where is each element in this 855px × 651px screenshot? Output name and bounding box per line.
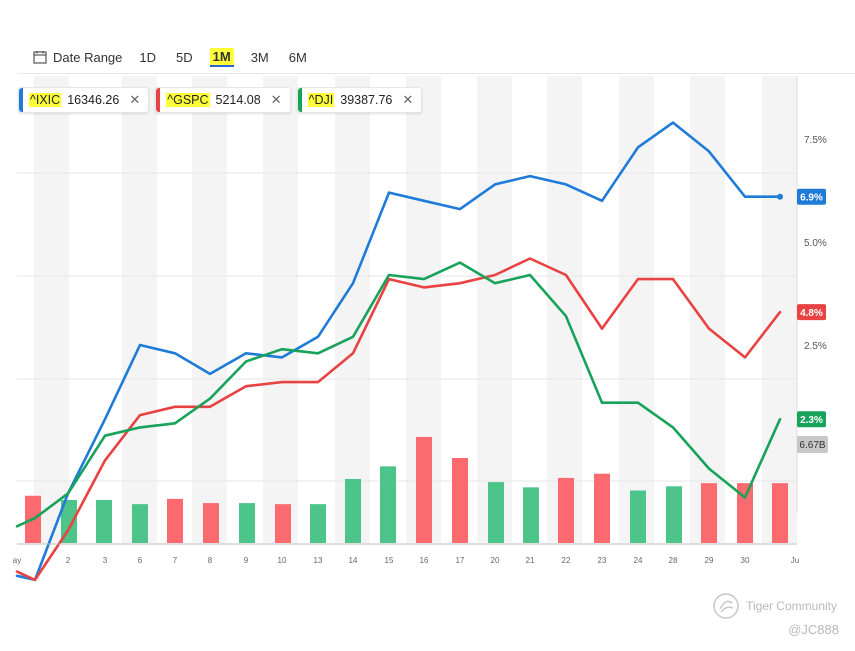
x-tick-label: 14 (349, 556, 358, 565)
x-tick-label: 29 (705, 556, 714, 565)
x-tick-label: 17 (456, 556, 465, 565)
x-tick-label: 16 (420, 556, 429, 565)
volume-bar (523, 487, 539, 543)
volume-bar (132, 504, 148, 543)
volume-bar (239, 503, 255, 543)
volume-bar (772, 483, 788, 543)
legend-symbol: ^DJI (307, 93, 335, 107)
tab-5d[interactable]: 5D (176, 49, 193, 65)
volume-bar (630, 490, 646, 543)
legend-value: 39387.76 (340, 93, 393, 107)
day-band (619, 76, 654, 543)
y-tick-label: 2.5% (804, 341, 827, 352)
volume-bar (167, 498, 183, 543)
end-value-badge (797, 188, 826, 205)
day-band (34, 76, 69, 543)
x-tick-label: 13 (314, 556, 323, 565)
volume-end-label: 6.67B (799, 440, 825, 451)
x-tick-label: 28 (669, 556, 678, 565)
x-tick-label: 20 (491, 556, 500, 565)
volume-bar (594, 473, 610, 543)
legend-color-bar (297, 88, 302, 112)
volume-bar (380, 466, 396, 543)
legend-chip-dji[interactable]: ^DJI 39387.76 ✕ (296, 87, 423, 113)
volume-bar (96, 499, 112, 543)
volume-bar (737, 483, 753, 543)
legend-value: 5214.08 (215, 93, 261, 107)
day-band (263, 76, 298, 543)
legend-chip-gspc[interactable]: ^GSPC 5214.08 ✕ (155, 87, 291, 113)
tab-3m[interactable]: 3M (250, 49, 269, 65)
watermark-brand: Tiger Community (712, 592, 837, 620)
range-toolbar: Date Range 1D 5D 1M 3M 6M (33, 44, 310, 70)
volume-bar (275, 504, 291, 543)
close-icon[interactable]: ✕ (129, 92, 141, 107)
day-band (192, 76, 227, 543)
tab-6m[interactable]: 6M (288, 49, 307, 65)
legend-color-bar (19, 88, 23, 112)
x-tick-label: 7 (173, 556, 178, 565)
y-tick-label: 5.0% (804, 238, 827, 249)
volume-badge (797, 436, 828, 453)
x-tick-label: 10 (278, 556, 287, 565)
x-tick-label: 15 (385, 556, 394, 565)
day-band (335, 76, 370, 543)
x-tick-label: 6 (138, 556, 143, 565)
series-end-dot (777, 193, 783, 200)
legend-value: 16346.26 (67, 93, 120, 107)
x-tick-label: 2 (66, 556, 71, 565)
volume-bar (416, 436, 432, 543)
x-tick-label: ay (13, 556, 21, 565)
legend-symbol: ^IXIC (29, 93, 62, 107)
volume-bar (558, 477, 574, 543)
series-line (15, 261, 782, 528)
volume-bar (310, 504, 326, 543)
tab-1d[interactable]: 1D (139, 49, 157, 65)
end-value-label: 6.9% (800, 193, 823, 204)
legend-color-bar (156, 88, 161, 112)
close-icon[interactable]: ✕ (270, 92, 282, 107)
x-tick-label: 23 (598, 556, 607, 565)
end-value-label: 2.3% (800, 415, 823, 426)
x-tick-label: 22 (562, 556, 571, 565)
tab-1m[interactable]: 1M (209, 47, 234, 67)
close-icon[interactable]: ✕ (402, 92, 414, 107)
volume-bar (345, 478, 361, 543)
x-tick-label: 3 (103, 556, 108, 565)
tiger-logo-icon (713, 593, 739, 619)
day-band (122, 76, 157, 543)
end-value-label: 4.8% (800, 308, 823, 319)
day-band (547, 76, 582, 543)
legend-symbol: ^GSPC (166, 93, 210, 107)
watermark-user: @JC888 (788, 622, 839, 637)
end-value-badge (797, 304, 826, 321)
x-tick-label: 30 (741, 556, 750, 565)
day-band (477, 76, 512, 543)
watermark-brand-text: Tiger Community (746, 599, 837, 613)
volume-bar (61, 499, 77, 543)
volume-bar (701, 483, 717, 543)
x-tick-label: 24 (634, 556, 643, 565)
date-range-button[interactable]: Date Range (33, 50, 122, 65)
date-range-label: Date Range (53, 49, 123, 65)
day-band (762, 76, 797, 543)
legend-chip-ixic[interactable]: ^IXIC 16346.26 ✕ (18, 87, 150, 113)
x-tick-label: 21 (526, 556, 535, 565)
volume-bar (488, 482, 504, 543)
x-tick-label: 8 (208, 556, 213, 565)
legend: ^IXIC 16346.26 ✕ ^GSPC 5214.08 ✕ ^DJI 39… (18, 87, 423, 113)
volume-bar (203, 503, 219, 543)
x-tick-label: 9 (244, 556, 249, 565)
series-line (15, 121, 782, 582)
volume-bar (452, 457, 468, 543)
toolbar-divider (18, 73, 855, 74)
end-value-badge (797, 411, 826, 428)
y-tick-label: 7.5% (804, 135, 827, 146)
calendar-icon (33, 51, 47, 64)
x-tick-label: Ju (791, 556, 799, 565)
volume-bar (666, 486, 682, 543)
